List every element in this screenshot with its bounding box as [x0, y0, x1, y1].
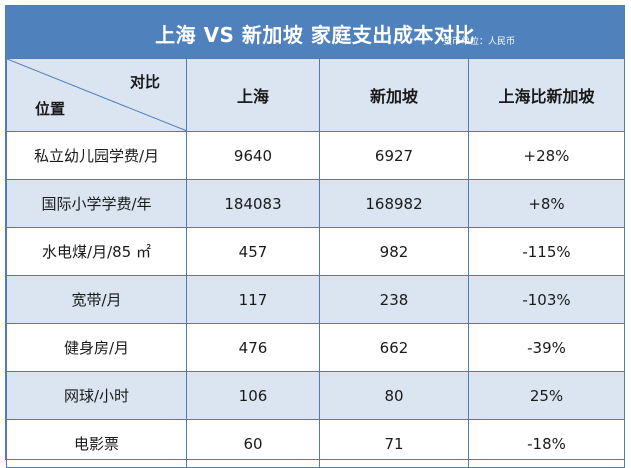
table-row: 宽带/月 117 238 -103% [6, 275, 625, 324]
row-item-label: 网球/小时 [6, 371, 187, 420]
table-row: 水电煤/月/85 ㎡ 457 982 -115% [6, 227, 625, 276]
column-header-difference: 上海比新加坡 [468, 58, 625, 132]
table-body: 私立幼儿园学费/月 9640 6927 +28% 国际小学学费/年 184083… [6, 131, 625, 468]
singapore-value: 982 [319, 227, 469, 276]
table-row: 网球/小时 106 80 25% [6, 371, 625, 420]
singapore-value: 168982 [319, 179, 469, 228]
shanghai-value: 60 [186, 419, 320, 468]
shanghai-value: 9640 [186, 131, 320, 180]
difference-value: -39% [468, 323, 625, 372]
table-row: 健身房/月 476 662 -39% [6, 323, 625, 372]
row-item-label: 国际小学学费/年 [6, 179, 187, 228]
chart-title: 上海 VS 新加坡 家庭支出成本对比 [155, 23, 475, 47]
table-row: 私立幼儿园学费/月 9640 6927 +28% [6, 131, 625, 180]
singapore-value: 71 [319, 419, 469, 468]
header-corner-cell: 对比 位置 [6, 58, 187, 132]
singapore-value: 6927 [319, 131, 469, 180]
difference-value: 25% [468, 371, 625, 420]
singapore-value: 238 [319, 275, 469, 324]
row-item-label: 私立幼儿园学费/月 [6, 131, 187, 180]
diagonal-divider [7, 59, 186, 131]
shanghai-value: 476 [186, 323, 320, 372]
corner-label-compare: 对比 [129, 73, 160, 91]
table-row: 电影票 60 71 -18% [6, 419, 625, 468]
singapore-value: 80 [319, 371, 469, 420]
difference-value: +8% [468, 179, 625, 228]
table-row: 国际小学学费/年 184083 168982 +8% [6, 179, 625, 228]
shanghai-value: 457 [186, 227, 320, 276]
currency-unit-note: 货币单位：人民币 [443, 37, 516, 47]
column-header-singapore: 新加坡 [319, 58, 469, 132]
cost-comparison-table: 对比 位置 上海 新加坡 上海比新加坡 私立幼儿园学费/月 9640 6927 … [6, 58, 625, 468]
difference-value: +28% [468, 131, 625, 180]
singapore-value: 662 [319, 323, 469, 372]
corner-label-position: 位置 [35, 100, 66, 118]
shanghai-value: 106 [186, 371, 320, 420]
comparison-table-card: 上海 VS 新加坡 家庭支出成本对比 货币单位：人民币 对比 位置 上海 新加坡 [5, 5, 625, 468]
row-item-label: 宽带/月 [6, 275, 187, 324]
title-bar: 上海 VS 新加坡 家庭支出成本对比 货币单位：人民币 [6, 6, 624, 58]
column-header-shanghai: 上海 [186, 58, 320, 132]
shanghai-value: 184083 [186, 179, 320, 228]
header-row: 对比 位置 上海 新加坡 上海比新加坡 [6, 58, 625, 132]
difference-value: -103% [468, 275, 625, 324]
row-item-label: 电影票 [6, 419, 187, 468]
row-item-label: 健身房/月 [6, 323, 187, 372]
difference-value: -18% [468, 419, 625, 468]
shanghai-value: 117 [186, 275, 320, 324]
row-item-label: 水电煤/月/85 ㎡ [6, 227, 187, 276]
difference-value: -115% [468, 227, 625, 276]
